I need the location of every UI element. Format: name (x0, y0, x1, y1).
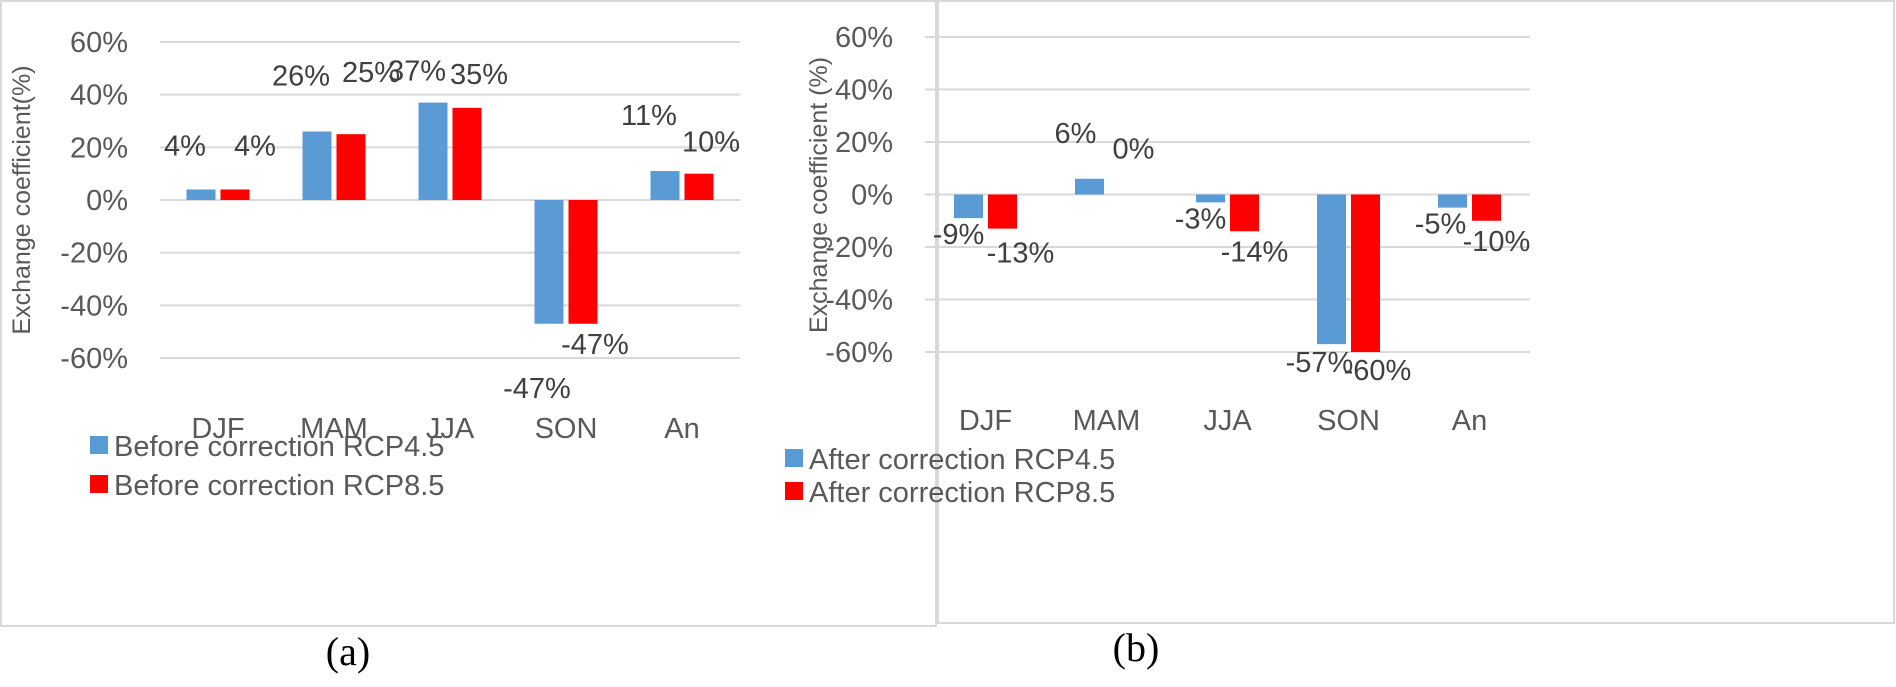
legend-swatch-1 (785, 449, 803, 467)
y-axis-label: Exchange coefficient (%) (805, 57, 833, 333)
data-label-son-series-2: -60% (1344, 355, 1412, 387)
bar-an-series-2 (684, 173, 714, 200)
panel-label-b: (b) (1113, 625, 1160, 670)
y-axis-label: Exchange coefficient(%) (8, 65, 36, 334)
x-tick-label-jja: JJA (1203, 405, 1252, 437)
y-tick-label: 40% (70, 80, 128, 112)
panel-label-a: (a) (326, 629, 370, 674)
legend-swatch-1 (90, 436, 108, 454)
chart-b-frame (937, 0, 1895, 624)
y-tick-label: 20% (70, 132, 128, 164)
x-tick-label-an: An (664, 413, 699, 445)
bar-djf-series-1 (954, 194, 983, 219)
bar-jja-series-1 (418, 102, 448, 200)
y-tick-label: -20% (60, 238, 128, 270)
y-tick-label: -60% (60, 343, 128, 375)
x-tick-label-mam: MAM (300, 413, 368, 445)
data-label-jja-series-1: 37% (388, 56, 446, 88)
x-tick-label-mam: MAM (1073, 405, 1141, 437)
y-tick-label: -60% (825, 337, 893, 369)
bar-son-series-2 (1351, 194, 1380, 352)
bar-mam-series-2 (336, 134, 366, 200)
data-label-djf-series-2: 4% (234, 130, 276, 162)
data-label-mam-series-1: 6% (1055, 118, 1097, 150)
chart-a: 60% 40% 20% 0% -20% -40% -60% Exchange coeffici… (8, 27, 740, 502)
data-label-an-series-1: 11% (621, 100, 677, 132)
bar-son-series-1 (1317, 194, 1346, 345)
data-label-mam-series-2: 25% (342, 57, 400, 89)
bar-djf-series-2 (220, 189, 250, 200)
data-label-jja-series-2: -14% (1221, 236, 1289, 268)
bar-son-series-1 (534, 200, 564, 324)
data-label-djf-series-2: -13% (987, 238, 1055, 270)
bar-an-series-1 (1438, 194, 1467, 208)
bar-jja-series-2 (452, 107, 482, 200)
y-tick-label: 60% (835, 22, 893, 54)
bar-son-series-2 (568, 200, 598, 324)
legend-swatch-2 (785, 482, 803, 500)
legend-label-2: After correction RCP8.5 (809, 477, 1115, 509)
bar-djf-series-1 (186, 189, 216, 200)
bar-djf-series-2 (988, 194, 1017, 229)
legend-label-1: After correction RCP4.5 (809, 444, 1115, 476)
data-label-an-series-2: -10% (1463, 226, 1531, 258)
bar-an-series-2 (1472, 194, 1501, 221)
data-label-son-series-1: -47% (503, 373, 571, 405)
data-label-son-series-1: -57% (1286, 347, 1354, 379)
x-tick-label-an: An (1452, 405, 1487, 437)
y-tick-label: -40% (825, 285, 893, 317)
chart-a-frame (0, 0, 937, 627)
x-tick-label-son: SON (1317, 405, 1380, 437)
bar-jja-series-1 (1196, 194, 1225, 203)
bar-mam-series-1 (1075, 178, 1104, 195)
y-tick-label: -40% (60, 290, 128, 322)
x-tick-label-son: SON (535, 413, 598, 445)
data-label-mam-series-1: 26% (272, 61, 330, 93)
y-tick-label: 60% (70, 27, 128, 59)
y-tick-label: 20% (835, 127, 893, 159)
x-tick-label-djf: DJF (959, 405, 1012, 437)
bar-an-series-1 (650, 171, 680, 200)
x-tick-label-djf: DJF (191, 413, 244, 445)
data-label-mam-series-2: 0% (1113, 134, 1155, 166)
y-tick-label: 40% (835, 75, 893, 107)
chart-b: 60% 40% 20% 0% -20% -40% -60% Exchange coeffici… (785, 22, 1530, 509)
bar-jja-series-2 (1230, 194, 1259, 232)
data-label-an-series-2: 10% (682, 127, 740, 159)
legend-swatch-2 (90, 475, 108, 493)
data-label-son-series-2: -47% (561, 329, 629, 361)
y-tick-label: 0% (86, 185, 128, 217)
data-label-djf-series-1: 4% (164, 130, 206, 162)
data-label-djf-series-1: -9% (933, 219, 985, 251)
y-tick-label: -20% (825, 232, 893, 264)
data-label-jja-series-1: -3% (1175, 203, 1227, 235)
data-label-jja-series-2: 35% (450, 59, 508, 91)
y-tick-label: 0% (851, 180, 893, 212)
legend-label-2: Before correction RCP8.5 (114, 470, 444, 502)
data-label-an-series-1: -5% (1415, 209, 1467, 241)
x-tick-label-jja: JJA (426, 413, 475, 445)
legend-label-1: Before correction RCP4.5 (114, 431, 444, 463)
bar-mam-series-1 (302, 131, 332, 200)
